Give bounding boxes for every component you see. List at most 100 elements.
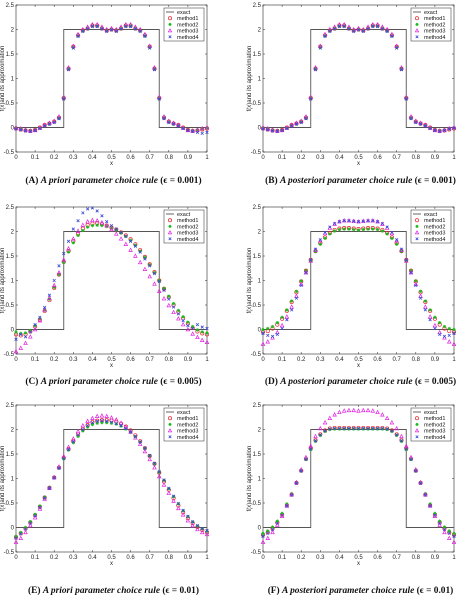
- point-method2: [347, 227, 351, 231]
- point-method4: [328, 225, 332, 229]
- x-tick-label: 0.3: [316, 155, 325, 161]
- point-method2: [270, 128, 275, 132]
- point-method3: [260, 341, 266, 346]
- point-method3: [28, 522, 33, 528]
- point-method3: [109, 415, 114, 420]
- point-method2: [447, 326, 451, 331]
- point-method3: [113, 231, 119, 236]
- x-tick-label: 0.1: [31, 155, 40, 161]
- point-method2: [105, 224, 109, 229]
- point-method3: [137, 441, 143, 446]
- point-method3: [75, 228, 81, 233]
- point-method4: [261, 127, 265, 131]
- point-method2: [33, 323, 37, 328]
- point-method2: [299, 279, 303, 283]
- legend-swatch-method3: [414, 28, 420, 33]
- point-method2: [423, 299, 428, 303]
- point-method2: [157, 96, 161, 100]
- point-method3: [265, 339, 271, 344]
- point-method4: [205, 326, 209, 331]
- point-method4: [275, 129, 279, 134]
- point-method2: [105, 28, 109, 33]
- point-method4: [418, 296, 423, 300]
- point-method4: [162, 478, 166, 482]
- y-tick-label: 2: [11, 230, 15, 236]
- point-method2: [270, 324, 275, 329]
- point-method2: [186, 320, 190, 324]
- point-method2: [100, 420, 104, 425]
- legend-entry: method4: [424, 237, 445, 243]
- point-method4: [85, 207, 90, 211]
- x-tick-label: 0.5: [107, 555, 116, 561]
- y-axis-label: f(x)and its approximation: [247, 446, 253, 512]
- point-method2: [313, 67, 318, 71]
- point-method4: [428, 504, 432, 508]
- series-method4: [261, 426, 456, 538]
- y-tick-label: 0: [258, 328, 262, 334]
- point-method4: [81, 29, 85, 34]
- chart-panel-2: 0 0.1 0.2 0.3 0.4 0.5 0.6 0.7 0.8 0.9 1-0.500.511.…: [247, 3, 456, 186]
- legend-entry: method4: [177, 237, 198, 243]
- point-method3: [275, 522, 280, 527]
- point-method4: [52, 278, 56, 283]
- point-method4: [356, 426, 361, 431]
- legend-swatch-method1: [415, 16, 419, 21]
- point-method3: [427, 503, 433, 508]
- point-method4: [323, 429, 327, 433]
- y-tick-label: 0.5: [253, 501, 262, 507]
- point-method3: [389, 31, 395, 37]
- point-method4: [399, 247, 404, 251]
- x-tick-label: 0.2: [297, 155, 306, 161]
- point-method3: [13, 348, 19, 354]
- point-method4: [85, 27, 90, 31]
- point-method2: [275, 320, 280, 325]
- point-method3: [56, 270, 62, 275]
- caption-text: A priori parameter choice rule: [42, 586, 163, 596]
- y-tick-label: 2: [258, 230, 262, 236]
- figure-caption: (D) A posteriori parameter choice rule (…: [265, 376, 456, 387]
- point-method4: [143, 446, 147, 450]
- y-tick-label: 2: [258, 28, 262, 34]
- point-method4: [119, 230, 123, 235]
- point-method4: [447, 127, 451, 131]
- point-method2: [452, 531, 456, 536]
- point-method4: [85, 423, 90, 428]
- point-method3: [147, 456, 152, 462]
- point-method3: [104, 222, 110, 228]
- point-method3: [327, 26, 333, 32]
- point-method2: [71, 45, 75, 49]
- y-tick-label: 0: [11, 126, 15, 132]
- point-method3: [322, 420, 328, 425]
- point-method4: [361, 219, 365, 223]
- point-method4: [285, 318, 289, 322]
- point-method4: [433, 128, 437, 133]
- x-tick-label: 0: [261, 155, 265, 161]
- point-method4: [152, 461, 157, 465]
- point-method4: [414, 469, 418, 473]
- point-method4: [176, 124, 180, 128]
- point-method4: [14, 337, 18, 341]
- point-method3: [204, 531, 210, 537]
- point-method3: [85, 219, 90, 224]
- x-tick-label: 0.2: [297, 357, 306, 363]
- point-method3: [161, 296, 167, 301]
- x-tick-label: 0.1: [31, 357, 40, 363]
- point-method4: [404, 97, 408, 101]
- point-method4: [81, 211, 85, 215]
- point-method4: [62, 97, 66, 101]
- point-method3: [18, 345, 24, 350]
- point-method4: [167, 486, 171, 490]
- point-method4: [19, 532, 23, 536]
- point-method2: [128, 238, 133, 243]
- point-method4: [71, 46, 75, 50]
- x-tick-label: 0.6: [126, 155, 135, 161]
- point-method4: [337, 220, 342, 224]
- legend-swatch-method4: [168, 237, 172, 241]
- point-method2: [66, 67, 71, 71]
- point-method3: [384, 26, 390, 32]
- point-method4: [270, 527, 275, 532]
- point-method4: [200, 325, 204, 329]
- legend-entry: method2: [177, 422, 198, 428]
- point-method4: [409, 271, 413, 275]
